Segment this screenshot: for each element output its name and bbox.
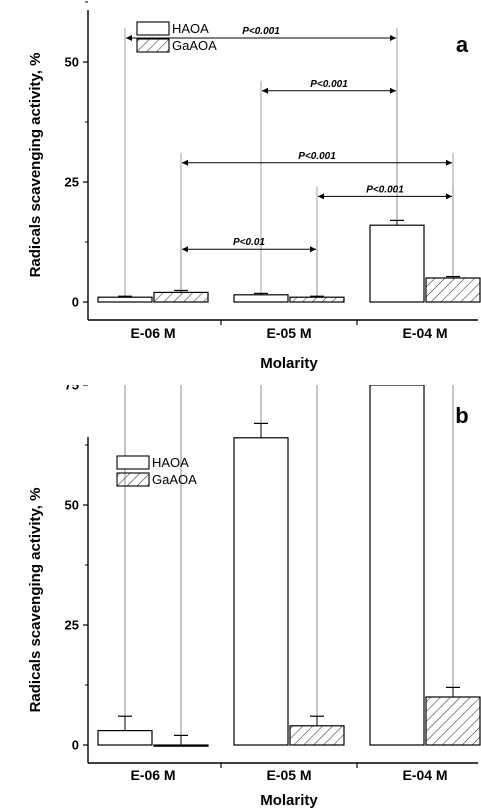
x-tick-label: E-05 M [266, 767, 311, 783]
y-tick-label: 50 [65, 55, 79, 70]
bar-haoa-0 [97, 730, 153, 746]
legend-swatch-haoa [116, 455, 150, 470]
y-tick-label: 75 [65, 385, 79, 393]
legend-swatch-gaaoa [136, 38, 170, 53]
significance-label: P<0.001 [366, 184, 404, 195]
bar-gaaoa-2 [425, 277, 481, 303]
significance-label: P<0.001 [242, 26, 280, 37]
arrowhead [446, 159, 452, 166]
bar-gaaoa-2 [425, 696, 481, 746]
panel-label: a [456, 32, 469, 57]
y-tick-label: 0 [72, 295, 79, 310]
arrowhead [310, 246, 316, 253]
bar-haoa-0 [97, 296, 153, 303]
bar-gaaoa-1 [289, 725, 345, 746]
bar-gaaoa-1 [289, 296, 345, 303]
x-tick-label: E-04 M [402, 325, 447, 341]
legend-label-haoa: HAOA [152, 455, 189, 470]
legend-label-gaaoa: GaAOA [152, 472, 197, 487]
y-tick-label: 0 [72, 738, 79, 753]
arrowhead [318, 193, 324, 200]
y-tick-label: 25 [65, 175, 79, 190]
x-tick-label: E-06 M [130, 325, 175, 341]
bar-gaaoa-0 [153, 744, 209, 747]
legend-swatch-haoa [136, 21, 170, 36]
bar-haoa-1 [233, 294, 289, 303]
arrowhead [390, 87, 396, 94]
significance-label: P<0.001 [310, 79, 348, 90]
arrowhead [446, 193, 452, 200]
arrowhead [182, 159, 188, 166]
x-tick-label: E-05 M [266, 325, 311, 341]
legend-label-haoa: HAOA [172, 21, 209, 36]
arrowhead [126, 35, 132, 41]
arrowhead [182, 246, 188, 253]
panel-label: b [455, 403, 468, 428]
chart-b: 0255075100E-06 ME-05 ME-04 MMolarityRadi… [27, 385, 481, 809]
y-tick-label: 25 [65, 618, 79, 633]
x-tick-label: E-04 M [402, 767, 447, 783]
bar-haoa-2 [369, 385, 425, 746]
y-axis-title: Radicals scavenging activity, % [27, 53, 44, 278]
legend-swatch-gaaoa [116, 472, 150, 487]
significance-label: P<0.01 [233, 237, 265, 248]
legend-label-gaaoa: GaAOA [172, 38, 217, 53]
x-tick-label: E-06 M [130, 767, 175, 783]
y-tick-label: 50 [65, 498, 79, 513]
significance-label: P<0.001 [298, 151, 336, 162]
arrowhead [262, 87, 268, 94]
arrowhead [390, 35, 396, 41]
y-axis-title: Radicals scavenging activity, % [27, 488, 44, 713]
bar-gaaoa-0 [153, 291, 209, 303]
bar-haoa-2 [369, 224, 425, 303]
x-axis-title: Molarity [260, 355, 318, 372]
bar-haoa-1 [233, 437, 289, 746]
x-axis-title: Molarity [260, 792, 318, 809]
chart-a: 0255075100E-06 ME-05 ME-04 MMolarityRadi… [27, 1, 481, 372]
